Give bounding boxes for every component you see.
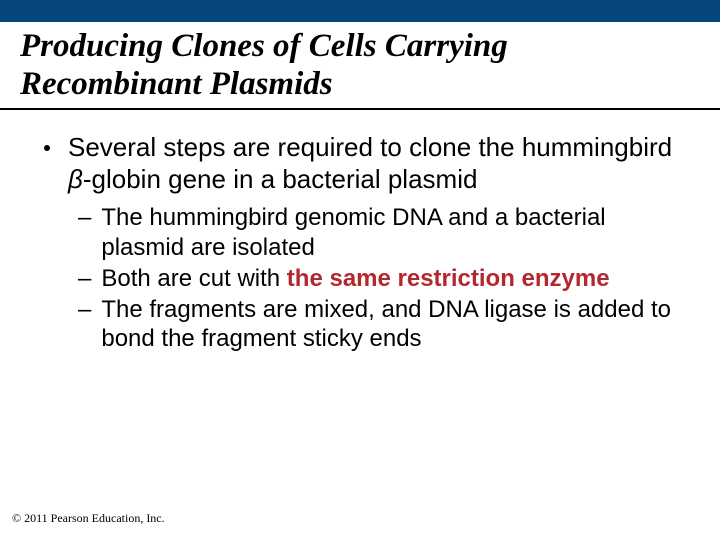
bullet-level2: – The fragments are mixed, and DNA ligas… [78,295,676,354]
title-line2: Recombinant Plasmids [20,66,333,102]
bullet1-pre: Several steps are required to clone the … [68,132,672,162]
title-line1: Producing Clones of Cells Carrying [20,28,508,64]
dash-icon: – [78,296,91,324]
dash-icon: – [78,204,91,232]
slide-title: Producing Clones of Cells Carrying Recom… [20,28,700,104]
bullet-level1: Several steps are required to clone the … [44,132,676,195]
bullet2-bold: the same restriction enzyme [287,265,610,292]
slide-body: Several steps are required to clone the … [0,110,720,354]
bullet1-italic: β [68,164,83,194]
bullet-level2: – Both are cut with the same restriction… [78,264,676,293]
bullet2-text-2: The fragments are mixed, and DNA ligase … [101,295,676,354]
bullet-dot-icon [44,145,50,151]
bullet2-text-1: Both are cut with the same restriction e… [101,264,609,293]
bullet1-post: -globin gene in a bacterial plasmid [83,164,478,194]
bullet-level2: – The hummingbird genomic DNA and a bact… [78,203,676,262]
dash-icon: – [78,265,91,293]
title-block: Producing Clones of Cells Carrying Recom… [0,22,720,110]
bullet2-pre: Both are cut with [101,265,286,292]
copyright-text: © 2011 Pearson Education, Inc. [12,511,165,526]
bullet1-text: Several steps are required to clone the … [68,132,676,195]
slide: { "colors": { "top_bar_bg": "#04457c", "… [0,0,720,540]
bullet2-text-0: The hummingbird genomic DNA and a bacter… [101,203,676,262]
top-bar [0,0,720,22]
